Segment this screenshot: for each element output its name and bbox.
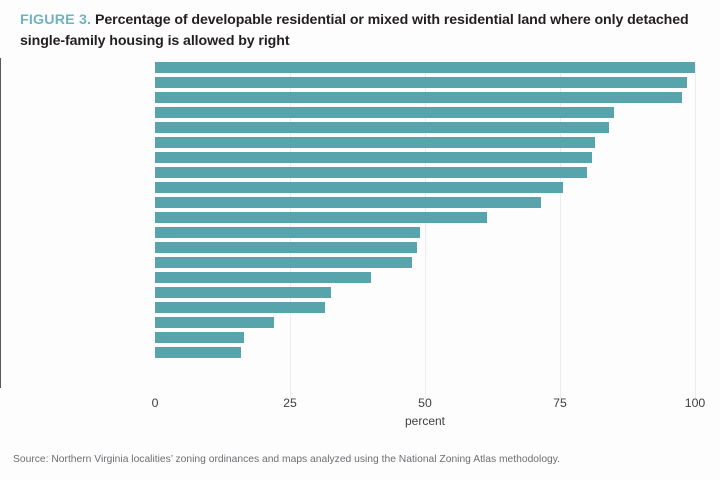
bar — [155, 271, 371, 283]
x-axis-title: percent — [0, 414, 720, 428]
bar — [155, 151, 593, 163]
figure-title: FIGURE 3. Percentage of developable resi… — [20, 10, 704, 53]
figure-title-text: Percentage of developable residential or… — [20, 12, 689, 50]
bar — [155, 316, 274, 328]
y-axis-line — [0, 58, 1, 388]
bar — [155, 121, 609, 133]
gridline-75 — [560, 63, 561, 399]
gridline-50 — [425, 63, 426, 399]
bar — [155, 241, 417, 253]
bar-chart: CliftonHillsboroHamiltonViennaLoudoun Co… — [0, 58, 720, 410]
bar — [155, 91, 682, 103]
x-tick-label-50: 50 — [418, 396, 432, 410]
x-axis-tick-labels: 0 25 50 75 100 — [0, 396, 720, 414]
bar — [155, 196, 542, 208]
x-tick-label-0: 0 — [151, 396, 159, 410]
bar — [155, 286, 331, 298]
bar — [155, 76, 687, 88]
bar — [155, 61, 695, 73]
bar — [155, 256, 412, 268]
bar — [155, 346, 242, 358]
bar — [155, 136, 596, 148]
gridline-100 — [695, 63, 696, 399]
x-tick-label-25: 25 — [283, 396, 297, 410]
bar — [155, 301, 326, 313]
x-tick-label-75: 75 — [553, 396, 567, 410]
x-axis-title-text: percent — [404, 414, 446, 428]
x-tick-label-100: 100 — [684, 396, 706, 410]
bar — [155, 211, 488, 223]
bar — [155, 181, 563, 193]
source-note: Source: Northern Virginia localities’ zo… — [13, 454, 561, 465]
figure-number-label: FIGURE 3. — [20, 12, 92, 28]
y-axis-labels: CliftonHillsboroHamiltonViennaLoudoun Co… — [0, 58, 150, 394]
bar — [155, 166, 587, 178]
bar-series — [155, 58, 700, 394]
bar — [155, 106, 614, 118]
bar — [155, 226, 420, 238]
bar — [155, 331, 245, 343]
